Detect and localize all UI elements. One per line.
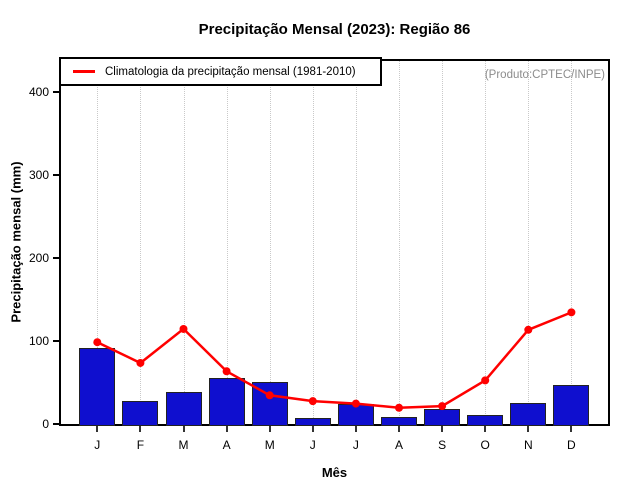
legend-line-swatch bbox=[73, 70, 95, 73]
gridline bbox=[571, 61, 573, 424]
y-tick-label: 300 bbox=[28, 168, 49, 183]
bar-O9 bbox=[467, 415, 504, 426]
x-tick bbox=[311, 426, 314, 432]
x-tick-label: A bbox=[394, 438, 403, 452]
y-tick bbox=[53, 174, 59, 177]
climatology-polyline bbox=[96, 311, 572, 410]
x-tick bbox=[225, 426, 228, 432]
bar-D11 bbox=[553, 384, 590, 426]
x-tick bbox=[139, 426, 142, 432]
line-point-D11 bbox=[567, 308, 576, 317]
gridline bbox=[269, 61, 271, 424]
gridline bbox=[442, 61, 444, 424]
x-tick-label: S bbox=[438, 438, 447, 452]
bar-N10 bbox=[510, 402, 547, 426]
line-point-J5 bbox=[308, 397, 317, 406]
gridline bbox=[183, 61, 185, 424]
x-tick-label: J bbox=[309, 438, 316, 452]
climatology-line bbox=[93, 308, 576, 412]
bar-A7 bbox=[381, 416, 417, 426]
x-tick bbox=[441, 426, 444, 432]
x-tick-label: F bbox=[136, 438, 145, 452]
bar-A3 bbox=[208, 377, 245, 426]
line-point-O9 bbox=[481, 376, 490, 385]
y-tick bbox=[53, 257, 59, 260]
line-point-N10 bbox=[524, 325, 533, 334]
x-tick-label: J bbox=[352, 438, 359, 452]
x-axis-title: Mês bbox=[321, 465, 348, 480]
line-point-A7 bbox=[395, 403, 403, 412]
gridline bbox=[97, 61, 99, 424]
gridline bbox=[312, 61, 314, 424]
y-tick-label: 100 bbox=[28, 334, 49, 349]
gridline bbox=[355, 61, 357, 424]
line-point-S8 bbox=[438, 402, 447, 411]
x-tick bbox=[354, 426, 357, 432]
x-tick-label: M bbox=[178, 438, 189, 452]
x-tick-label: M bbox=[264, 438, 275, 452]
legend-label: Climatologia da precipitação mensal (198… bbox=[105, 65, 356, 78]
x-tick bbox=[268, 426, 271, 432]
x-tick bbox=[96, 426, 99, 432]
y-tick bbox=[53, 91, 59, 94]
x-tick-label: A bbox=[222, 438, 231, 452]
bar-J0 bbox=[79, 348, 116, 426]
line-point-A3 bbox=[222, 367, 231, 376]
line-point-J0 bbox=[93, 338, 102, 347]
x-tick bbox=[527, 426, 530, 432]
line-point-M4 bbox=[265, 391, 274, 400]
x-tick bbox=[484, 426, 487, 432]
x-tick-label: D bbox=[567, 438, 576, 452]
plot-area: (Produto:CPTEC/INPE) bbox=[59, 59, 610, 426]
y-tick-label: 0 bbox=[42, 417, 49, 431]
x-tick-label: N bbox=[523, 438, 533, 452]
legend: Climatologia da precipitação mensal (198… bbox=[59, 57, 382, 86]
y-tick bbox=[53, 423, 59, 425]
gridline bbox=[399, 61, 400, 424]
line-point-M2 bbox=[179, 324, 188, 333]
x-tick bbox=[570, 426, 573, 432]
gridline bbox=[140, 61, 142, 424]
line-point-J6 bbox=[351, 399, 360, 408]
y-tick-label: 200 bbox=[28, 251, 49, 266]
bar-M2 bbox=[165, 391, 202, 426]
x-tick-label: J bbox=[94, 438, 101, 452]
y-tick bbox=[53, 340, 59, 343]
bar-J5 bbox=[294, 417, 331, 426]
y-tick-label: 400 bbox=[28, 85, 49, 100]
gridline bbox=[226, 61, 228, 424]
gridline bbox=[485, 61, 487, 424]
x-tick-label: O bbox=[480, 438, 490, 452]
chart-title: Precipitação Mensal (2023): Região 86 bbox=[198, 21, 471, 38]
gridline bbox=[528, 61, 530, 424]
watermark: (Produto:CPTEC/INPE) bbox=[484, 69, 605, 81]
x-tick bbox=[182, 426, 185, 432]
bar-F1 bbox=[122, 401, 159, 426]
line-point-F1 bbox=[136, 358, 145, 367]
y-axis-title: Precipitação mensal (mm) bbox=[8, 161, 24, 323]
x-tick bbox=[398, 426, 400, 432]
